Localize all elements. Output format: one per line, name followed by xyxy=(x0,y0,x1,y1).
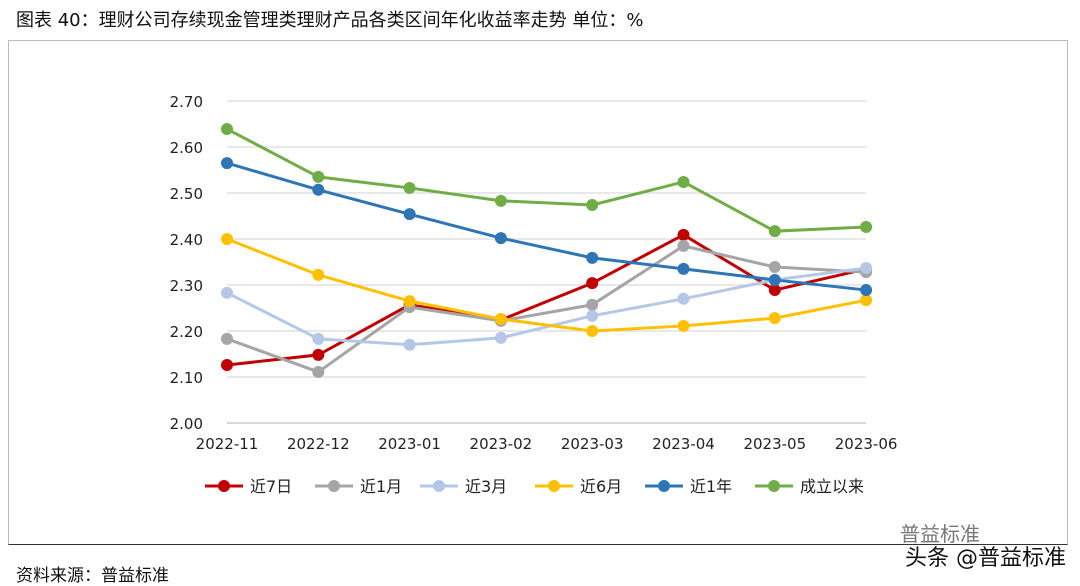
series-line-5 xyxy=(226,127,867,233)
y-tick-label: 2.10 xyxy=(170,369,203,387)
series-line-1 xyxy=(226,244,867,374)
data-point xyxy=(312,332,325,345)
data-point xyxy=(768,273,781,286)
data-point xyxy=(221,157,233,170)
data-point xyxy=(494,232,507,245)
data-point xyxy=(221,359,233,372)
data-point xyxy=(586,198,599,211)
y-tick-label: 2.20 xyxy=(170,323,203,341)
x-tick-label: 2023-03 xyxy=(561,435,624,453)
legend-marker xyxy=(218,480,230,492)
data-point xyxy=(403,208,416,221)
x-tick-label: 2022-12 xyxy=(287,435,350,453)
data-point xyxy=(494,313,507,326)
x-tick-label: 2023-01 xyxy=(378,435,441,453)
data-point xyxy=(403,338,416,351)
legend-label: 近1年 xyxy=(690,477,732,496)
chart-frame xyxy=(8,40,1068,545)
x-tick-label: 2023-04 xyxy=(652,435,715,453)
legend-marker xyxy=(433,480,445,492)
data-point xyxy=(403,295,416,308)
data-point xyxy=(677,175,690,188)
x-tick-label: 2023-06 xyxy=(835,435,898,453)
x-tick-label: 2023-05 xyxy=(743,435,806,453)
data-point xyxy=(312,365,325,378)
data-point xyxy=(586,251,599,264)
data-point xyxy=(677,319,690,332)
data-point xyxy=(221,233,233,245)
data-point xyxy=(860,221,873,234)
x-tick-label: 2022-11 xyxy=(196,435,259,453)
data-point xyxy=(312,348,325,361)
y-tick-label: 2.60 xyxy=(170,139,203,157)
data-point xyxy=(221,332,233,345)
y-tick-label: 2.00 xyxy=(170,415,203,433)
data-point xyxy=(768,225,781,238)
data-point xyxy=(860,284,873,297)
series-line-3 xyxy=(226,237,867,333)
y-tick-label: 2.50 xyxy=(170,185,203,203)
data-point xyxy=(312,170,325,183)
data-point xyxy=(221,123,233,136)
data-point xyxy=(677,262,690,275)
data-point xyxy=(860,261,873,274)
watermark-small: 普益标准 xyxy=(900,522,980,546)
legend-label: 成立以来 xyxy=(800,477,864,496)
y-tick-label: 2.40 xyxy=(170,231,203,249)
data-point xyxy=(403,181,416,194)
data-point xyxy=(768,261,781,274)
data-point xyxy=(312,183,325,196)
watermark: 头条 @普益标准 xyxy=(905,546,1066,571)
data-point xyxy=(586,298,599,311)
data-point xyxy=(677,292,690,305)
data-point xyxy=(860,294,873,307)
legend-label: 近3月 xyxy=(465,477,507,496)
legend-marker xyxy=(658,480,670,492)
x-tick-label: 2023-02 xyxy=(470,435,533,453)
legend-marker xyxy=(328,480,340,492)
data-point xyxy=(494,194,507,207)
legend-label: 近7日 xyxy=(250,477,292,496)
data-point xyxy=(768,284,781,297)
series-line-2 xyxy=(226,266,867,347)
data-point xyxy=(586,277,599,290)
figure-title: 图表 40：理财公司存续现金管理类理财产品各类区间年化收益率走势 单位：% xyxy=(16,10,644,31)
legend-label: 近6月 xyxy=(580,477,622,496)
data-point xyxy=(312,268,325,281)
data-point xyxy=(221,286,233,299)
series-line-0 xyxy=(226,233,867,367)
data-point xyxy=(586,325,599,337)
legend-marker xyxy=(768,480,780,492)
data-point xyxy=(586,309,599,322)
data-point xyxy=(677,228,690,241)
source-note: 资料来源：普益标准 xyxy=(16,566,169,586)
data-point xyxy=(768,312,781,325)
y-tick-label: 2.70 xyxy=(170,93,203,111)
y-tick-label: 2.30 xyxy=(170,277,203,295)
legend-marker xyxy=(548,480,560,492)
legend-label: 近1月 xyxy=(360,477,402,496)
data-point xyxy=(677,239,690,252)
series-line-4 xyxy=(226,161,867,292)
data-point xyxy=(494,331,507,344)
